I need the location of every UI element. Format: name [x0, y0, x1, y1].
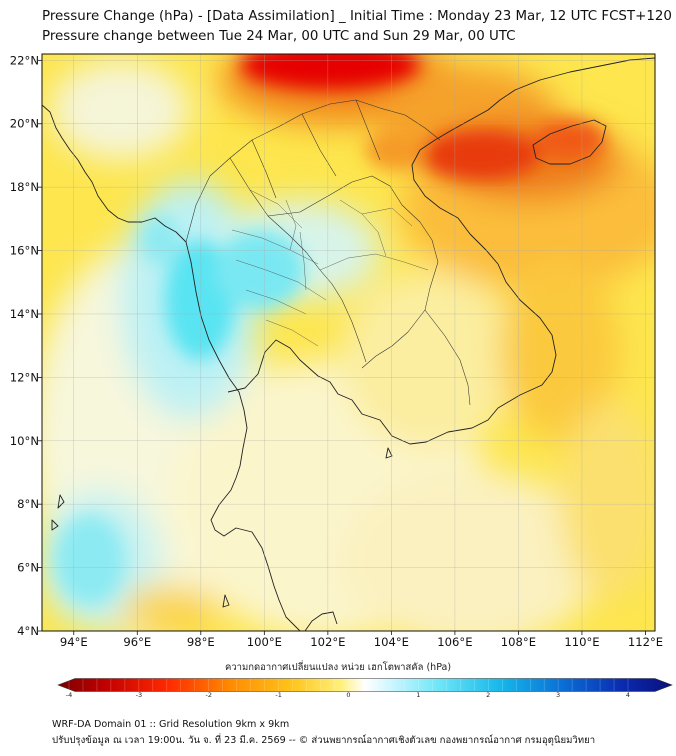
lon-tick-label: 96°E	[123, 635, 151, 649]
colorbar-tick-label: 0	[346, 691, 350, 699]
lat-tick-label: 4°N	[17, 624, 39, 638]
colorbar-tick-label: 1	[416, 691, 420, 699]
lat-tick-label: 10°N	[10, 434, 39, 448]
colorbar-tick-label: -1	[275, 691, 281, 699]
footer-model-info: WRF-DA Domain 01 :: Grid Resolution 9km …	[52, 719, 290, 730]
coastline-gulf-east	[304, 611, 338, 631]
map-title: Pressure Change (hPa) - [Data Assimilati…	[42, 9, 672, 24]
province-borders	[231, 189, 429, 347]
latitude-axis-labels: 22°N 20°N 18°N 16°N 14°N 12°N 10°N 8°N 6°N 4°N	[10, 53, 42, 638]
lon-tick-label: 104°E	[374, 635, 409, 649]
colorbar-bar	[57, 678, 673, 692]
colorbar-tick-label: -4	[66, 691, 72, 699]
lon-tick-label: 110°E	[564, 635, 599, 649]
colorbar: -4 -3 -2 -1 0 1 2 3 4	[57, 678, 673, 699]
map-frame	[41, 53, 656, 632]
pressure-field	[42, 54, 655, 631]
footer-update-info: ปรับปรุงข้อมูล ณ เวลา 19:00น. วัน จ. ที่…	[52, 735, 596, 746]
longitude-axis-labels: 94°E 96°E 98°E 100°E 102°E 104°E 106°E 108°E 110…	[60, 631, 663, 649]
lat-tick-label: 12°N	[10, 370, 39, 384]
colorbar-tick-label: -2	[206, 691, 212, 699]
lat-tick-label: 8°N	[17, 497, 39, 511]
colorbar-tick-label: 2	[486, 691, 490, 699]
graticule	[42, 54, 655, 631]
lat-tick-label: 22°N	[10, 53, 39, 67]
colorbar-ticks: -4 -3 -2 -1 0 1 2 3 4	[66, 679, 630, 699]
lat-tick-label: 6°N	[17, 561, 39, 575]
colorbar-tick-label: 3	[556, 691, 560, 699]
lat-tick-label: 16°N	[10, 244, 39, 258]
lat-tick-label: 18°N	[10, 180, 39, 194]
lat-tick-label: 20°N	[10, 117, 39, 131]
coastline-mainland	[42, 104, 301, 631]
colorbar-title: ความกดอากาศเปลี่ยนแปลง หน่วย เฮกโตพาสคัล…	[224, 662, 452, 673]
coastline-islands	[51, 447, 393, 608]
colorbar-tick-label: 4	[626, 691, 630, 699]
lon-tick-label: 112°E	[628, 635, 663, 649]
lon-tick-label: 94°E	[60, 635, 88, 649]
colorbar-tick-label: -3	[136, 691, 142, 699]
lon-tick-label: 106°E	[437, 635, 472, 649]
lon-tick-label: 108°E	[501, 635, 536, 649]
lat-tick-label: 14°N	[10, 307, 39, 321]
lon-tick-label: 98°E	[187, 635, 215, 649]
lon-tick-label: 100°E	[247, 635, 282, 649]
map-subtitle: Pressure change between Tue 24 Mar, 00 U…	[42, 29, 516, 44]
coastline-hainan	[532, 119, 607, 165]
lon-tick-label: 102°E	[310, 635, 345, 649]
